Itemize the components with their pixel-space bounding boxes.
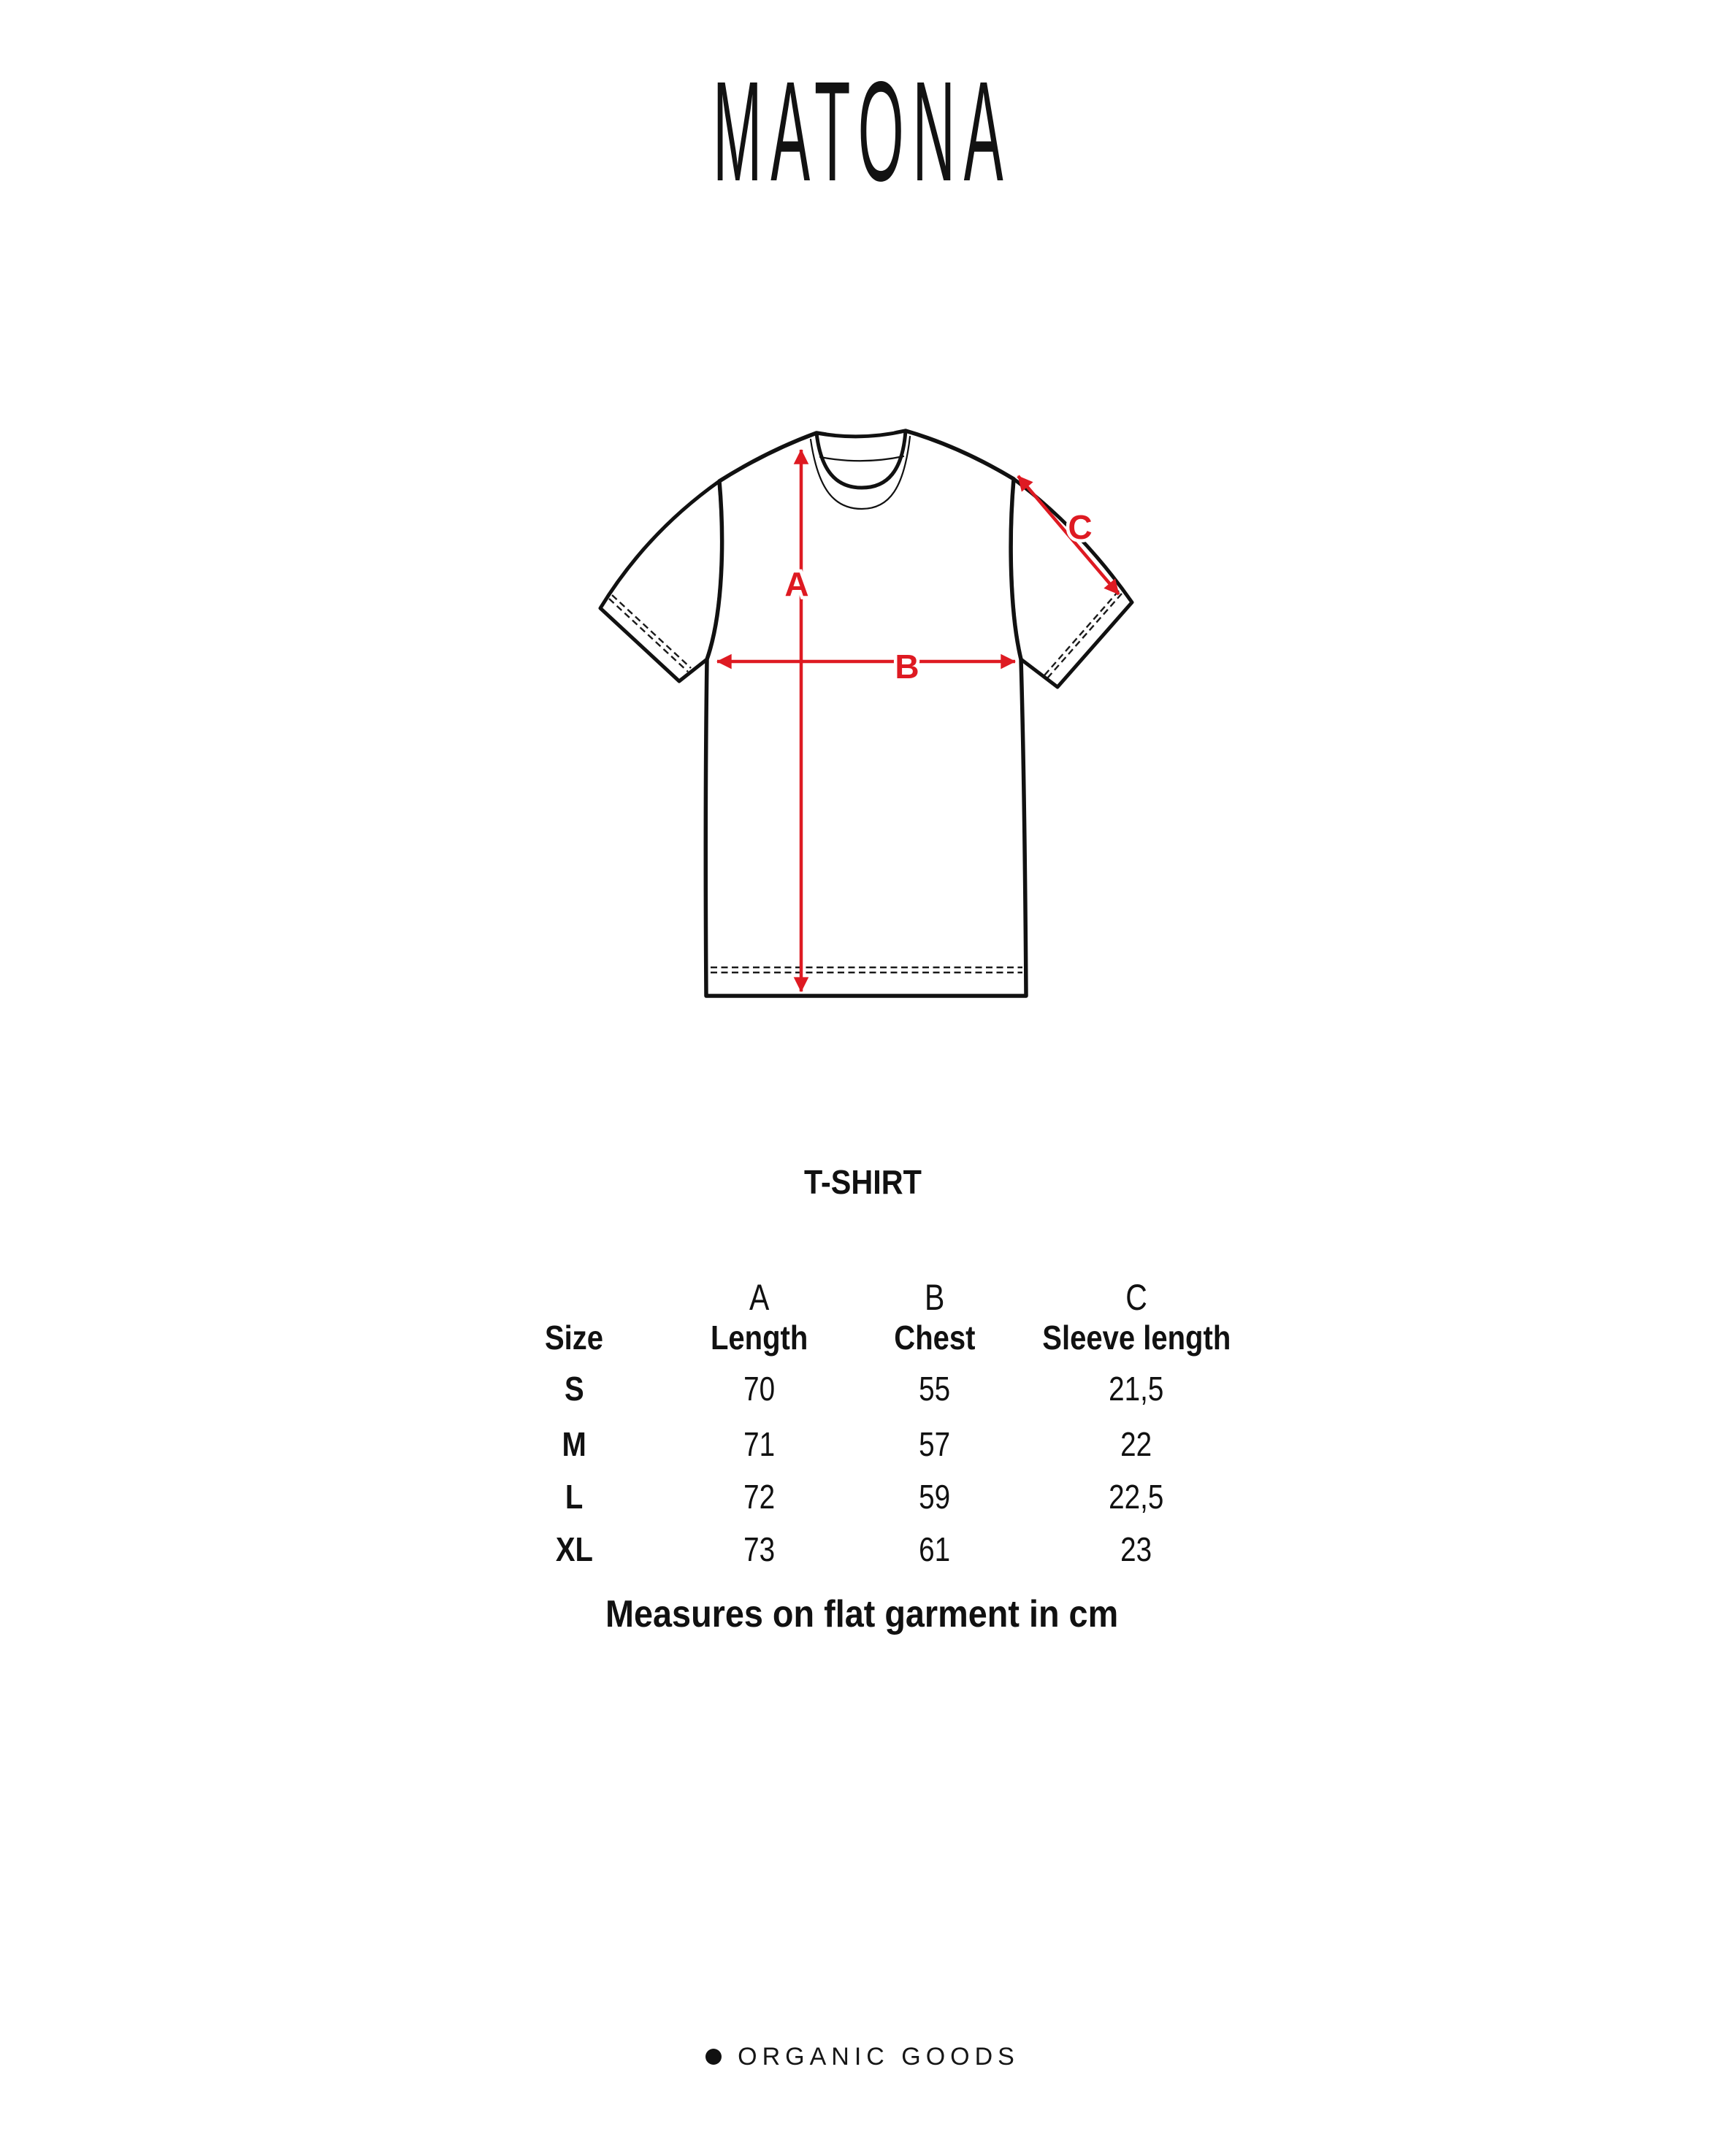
table-row-s: S 70 55 21,5 — [475, 1359, 1249, 1418]
size-chart-table: A B C Size Length Chest Sleeve length S … — [475, 1279, 1249, 1633]
size-label: S — [564, 1370, 584, 1408]
table-row-m: M 71 57 22 — [475, 1418, 1249, 1470]
chest-value: 57 — [919, 1425, 951, 1463]
sleeve-length-value: 22 — [1120, 1425, 1152, 1463]
measure-letter-c: C — [1125, 1277, 1147, 1318]
chest-value: 55 — [919, 1370, 951, 1408]
sleeve-length-value: 23 — [1120, 1530, 1152, 1568]
size-label: XL — [555, 1530, 593, 1568]
label-b: B — [895, 648, 919, 686]
length-value: 73 — [743, 1530, 776, 1568]
footer: ORGANIC GOODS — [0, 2044, 1725, 2069]
length-value: 72 — [743, 1478, 776, 1516]
length-value: 71 — [743, 1425, 776, 1463]
length-value: 70 — [743, 1370, 776, 1408]
col-header-size: Size — [544, 1319, 604, 1357]
col-header-length: Length — [711, 1319, 808, 1357]
chest-value: 59 — [919, 1478, 951, 1516]
footer-tagline: ORGANIC GOODS — [738, 2043, 1020, 2071]
label-a: A — [784, 565, 808, 603]
label-c: C — [1068, 508, 1092, 546]
tshirt-measurement-diagram: A B C — [598, 429, 1134, 998]
col-header-chest: Chest — [894, 1319, 976, 1357]
sleeve-length-value: 21,5 — [1109, 1370, 1164, 1408]
size-label: L — [565, 1478, 584, 1516]
bullet-icon — [705, 2049, 722, 2065]
size-label: M — [562, 1425, 586, 1463]
arrow-c-sleeve — [1017, 475, 1120, 596]
brand-logo-text: MATONA — [713, 53, 1012, 212]
measurement-arrows — [716, 449, 1120, 992]
sleeve-length-value: 22,5 — [1109, 1478, 1164, 1516]
measure-letter-row: A B C — [475, 1279, 1249, 1316]
tshirt-stitching-dashes — [608, 590, 1122, 974]
table-row-l: L 72 59 22,5 — [475, 1470, 1249, 1523]
measure-letter-a: A — [749, 1277, 770, 1318]
tshirt-body-outline — [703, 429, 1028, 998]
brand-logo: MATONA — [0, 61, 1725, 204]
tshirt-collar — [809, 429, 911, 510]
product-title: T-SHIRT — [803, 1163, 922, 1201]
measurement-note: Measures on flat garment in cm — [605, 1593, 1119, 1635]
column-header-row: Size Length Chest Sleeve length — [475, 1316, 1249, 1359]
table-row-xl: XL 73 61 23 — [475, 1523, 1249, 1576]
chest-value: 61 — [919, 1530, 951, 1568]
col-header-sleeve-length: Sleeve length — [1041, 1319, 1231, 1357]
measure-letter-b: B — [925, 1277, 945, 1318]
